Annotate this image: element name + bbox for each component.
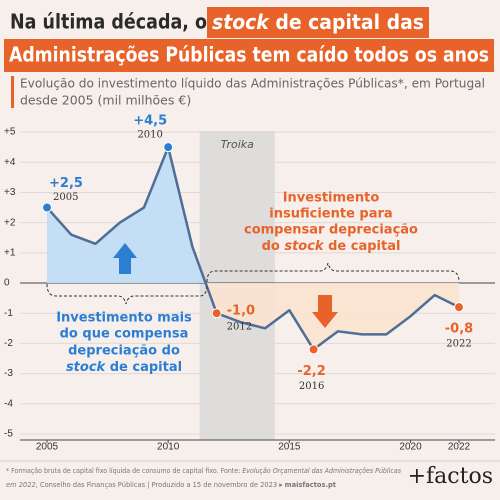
x-tick-label: 2015 — [278, 442, 301, 453]
x-tick-label: 2010 — [157, 442, 180, 453]
point — [42, 202, 52, 213]
footnote-part: , Conselho das Finanças Públicas | Produ… — [36, 480, 285, 489]
subtitle-bar — [11, 76, 14, 108]
annotation-part: stock — [66, 360, 107, 375]
annotation: depreciação do — [68, 344, 180, 359]
x-tick-label: 2022 — [448, 442, 471, 453]
y-tick-label: +3 — [4, 187, 16, 198]
y-tick-label: -3 — [4, 368, 13, 379]
subtitle: desde 2005 (mil milhões €) — [20, 93, 191, 108]
logo: +factos — [408, 464, 493, 489]
y-tick-label: +2 — [4, 217, 16, 228]
value-label: +2,5 — [49, 176, 83, 191]
annotation: Investimento — [283, 191, 380, 206]
footnote-part: maisfactos.pt — [285, 480, 337, 489]
value-label: -2,2 — [297, 364, 325, 379]
annotation: do que compensa — [60, 327, 189, 342]
chart-title: Na última década, o — [10, 10, 207, 34]
footnote-part: * Formação bruta de capital fixo líquida… — [6, 466, 242, 475]
footnote: em 2022, Conselho das Finanças Públicas … — [6, 480, 336, 489]
y-tick-label: +4 — [4, 157, 16, 168]
positive-area — [47, 147, 206, 284]
y-tick-label: +5 — [4, 127, 16, 138]
value-label: -1,0 — [227, 304, 255, 319]
y-tick-label: -4 — [4, 398, 13, 409]
footnote-part: Evolução Orçamental das Administrações P… — [242, 466, 401, 475]
footnote-part: em 2022 — [6, 480, 36, 489]
up-arrow — [113, 243, 137, 274]
title-highlight — [4, 39, 494, 72]
line — [46, 145, 460, 351]
chart-title: Administrações Públicas tem caído todos … — [9, 43, 489, 67]
y-tick-label: -2 — [4, 338, 13, 349]
point — [308, 344, 319, 355]
year-label: 2012 — [227, 322, 252, 333]
point — [163, 142, 174, 153]
y-tick-label: 0 — [4, 278, 10, 289]
value-label: +4,5 — [133, 114, 167, 129]
footnote: * Formação bruta de capital fixo líquida… — [6, 466, 401, 475]
value-label: -0,8 — [445, 322, 473, 337]
year-label: 2016 — [299, 381, 324, 392]
annotation: compensar depreciação — [244, 223, 418, 238]
y-tick-label: -5 — [4, 429, 13, 440]
point — [211, 308, 222, 319]
x-tick-label: 2020 — [399, 442, 422, 453]
title-highlight — [207, 7, 429, 38]
subtitle: Evolução do investimento líquido das Adm… — [20, 76, 485, 91]
point — [454, 302, 464, 313]
bracket — [206, 262, 460, 283]
annotation: do stock de capital — [262, 239, 401, 254]
chart-title: stock de capital das — [212, 10, 424, 34]
year-label: 2022 — [446, 339, 471, 350]
title-part: stock — [212, 10, 270, 34]
y-tick-label: +1 — [4, 247, 16, 258]
annotation: stock de capital — [66, 360, 182, 375]
title-part: de capital das — [269, 10, 424, 34]
annotation-part: de capital — [105, 360, 182, 375]
annotation-part: stock — [284, 239, 325, 254]
bracket — [46, 283, 208, 305]
down-arrow — [312, 295, 338, 328]
x-tick-label: 2005 — [36, 442, 59, 453]
y-tick-label: -1 — [4, 308, 13, 319]
plot: Troika +5 +4 +3 +2 +1 0 -1 -2 -3 -4 -5 2005 2010 2015 2… — [4, 114, 495, 453]
annotation: insuficiente para — [269, 207, 392, 222]
period-label: Troika — [221, 138, 255, 151]
year-label: 2005 — [53, 192, 78, 203]
year-label: 2010 — [137, 130, 162, 141]
annotation: Investimento mais — [56, 311, 192, 326]
annotation-part: do — [262, 239, 285, 254]
annotation-part: de capital — [324, 239, 401, 254]
